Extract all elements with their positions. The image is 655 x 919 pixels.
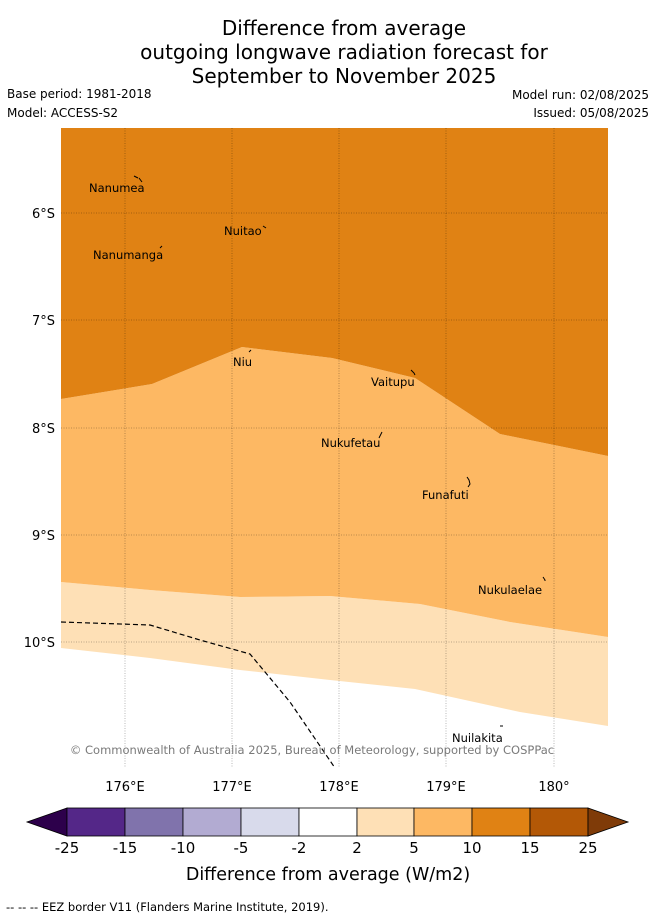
place-label: Nanumea <box>89 181 145 195</box>
lon-labels: 176°E 177°E 178°E 179°E 180° <box>105 780 569 795</box>
map-area: Nanumea Nuitao Nanumanga Niu Vaitupu Nuk… <box>61 128 608 768</box>
island-funafuti <box>466 476 471 488</box>
eez-border <box>61 621 336 768</box>
island-outlines <box>133 175 546 727</box>
model-run: Model run: 02/08/2025 <box>511 88 649 102</box>
colorbar-segment <box>124 807 184 837</box>
island-nanumanga <box>159 245 163 249</box>
colorbar-segment <box>413 807 473 837</box>
colorbar-segment <box>356 807 415 837</box>
colorbar-segment <box>529 807 589 837</box>
colorbar-tick-label: 25 <box>578 839 597 857</box>
issued-date: Issued: 05/08/2025 <box>533 106 649 120</box>
island-nanumea <box>133 175 143 183</box>
place-label: Nukulaelae <box>478 583 542 597</box>
model-name: Model: ACCESS-S2 <box>7 106 119 120</box>
colorbar-tick-label: 2 <box>352 839 362 857</box>
colorbar-tick-label: -5 <box>234 839 249 857</box>
colorbar-tick-label: -25 <box>55 839 80 857</box>
eez-footnote: -- -- -- EEZ border V11 (Flanders Marine… <box>6 900 329 914</box>
island-vaitupu <box>410 369 416 376</box>
place-label: Nuitao <box>224 224 262 238</box>
title-line-3: September to November 2025 <box>191 64 497 88</box>
place-label: Funafuti <box>422 488 469 502</box>
lat-label: 7°S <box>32 314 55 329</box>
title-line-2: outgoing longwave radiation forecast for <box>140 40 548 64</box>
anomaly-band-5-to-10 <box>61 347 608 637</box>
island-nukufetau <box>378 431 383 439</box>
colorbar-segment <box>182 807 242 837</box>
copyright-text: © Commonwealth of Australia 2025, Bureau… <box>70 743 554 757</box>
island-nukulaelae <box>542 576 546 581</box>
colorbar-tick-label: -15 <box>113 839 138 857</box>
lat-label: 10°S <box>24 636 55 651</box>
island-nuitao <box>262 225 267 229</box>
place-label: Nanumanga <box>93 248 163 262</box>
colorbar-segment <box>240 807 300 837</box>
lon-label: 176°E <box>105 780 145 795</box>
colorbar-label: Difference from average (W/m2) <box>186 865 470 885</box>
colorbar-tick-label: -10 <box>171 839 196 857</box>
place-label: Vaitupu <box>371 375 415 389</box>
colorbar-ticks: -25 -15 -10 -5 -2 2 5 10 15 25 <box>55 839 598 857</box>
island-niu <box>248 349 252 353</box>
colorbar-arrow-low <box>25 807 68 837</box>
place-label: Nukufetau <box>321 436 380 450</box>
lat-label: 6°S <box>32 207 55 222</box>
lon-label: 180° <box>538 780 569 795</box>
base-period: Base period: 1981-2018 <box>7 87 152 101</box>
place-label: Nuilakita <box>452 731 503 745</box>
colorbar-arrow-high <box>587 807 630 837</box>
colorbar-tick-label: 5 <box>409 839 419 857</box>
lat-labels: 6°S 7°S 8°S 9°S 10°S <box>24 207 55 651</box>
place-label: Niu <box>233 355 252 369</box>
lon-label: 178°E <box>319 780 359 795</box>
anomaly-band-2-to-5 <box>61 582 608 726</box>
lon-label: 179°E <box>426 780 466 795</box>
colorbar-segment <box>66 807 126 837</box>
lat-label: 8°S <box>32 422 55 437</box>
chart-title: Difference from average outgoing longwav… <box>0 16 655 88</box>
lat-label: 9°S <box>32 529 55 544</box>
anomaly-band-10-to-15 <box>61 128 608 456</box>
title-line-1: Difference from average <box>221 16 467 40</box>
colorbar-segment <box>471 807 531 837</box>
lon-label: 177°E <box>212 780 252 795</box>
colorbar-segment <box>298 807 358 837</box>
colorbar-tick-label: 15 <box>520 839 539 857</box>
gridlines <box>61 128 608 768</box>
colorbar-tick-label: -2 <box>292 839 307 857</box>
colorbar <box>25 807 630 837</box>
colorbar-tick-label: 10 <box>462 839 481 857</box>
place-labels: Nanumea Nuitao Nanumanga Niu Vaitupu Nuk… <box>89 181 542 745</box>
